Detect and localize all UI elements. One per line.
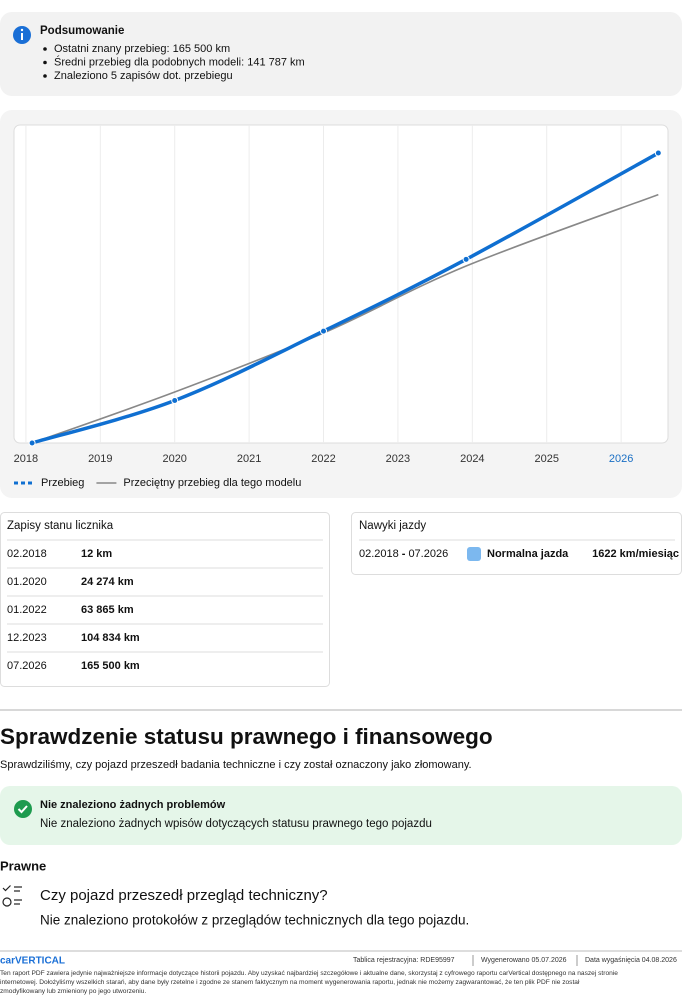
data-point (28, 439, 36, 447)
logo: carVERTICAL (0, 956, 65, 967)
habit-swatch (467, 547, 481, 561)
summary-box (0, 12, 682, 96)
data-point (462, 255, 470, 263)
odometer-card (0, 512, 330, 687)
x-tick-label: 2025 (534, 453, 558, 465)
summary-item: Ostatni znany przebieg: 165 500 km (54, 43, 230, 55)
odometer-value: 12 km (81, 548, 112, 560)
status-text: Nie znaleziono żadnych wpisów dotyczącyc… (40, 818, 432, 830)
period-end: 07.2026 (408, 548, 448, 560)
question: Czy pojazd przeszedł przegląd techniczny… (40, 887, 328, 904)
x-tick-label: 2019 (88, 453, 112, 465)
bullet (43, 74, 47, 78)
plate: Tablica rejestracyjna: RDE95997 (353, 957, 455, 964)
section-subtitle: Sprawdziliśmy, czy pojazd przeszedł bada… (0, 759, 472, 771)
odometer-value: 165 500 km (81, 660, 140, 672)
generated: Wygenerowano 05.07.2026 (481, 957, 567, 964)
answer: Nie znaleziono protokołów z przeglądów t… (40, 913, 469, 928)
data-point (654, 149, 662, 157)
data-point (320, 327, 328, 335)
odometer-date: 07.2026 (7, 660, 47, 672)
odometer-date: 12.2023 (7, 632, 47, 644)
info-icon-dot (20, 28, 24, 32)
odometer-title: Zapisy stanu licznika (7, 520, 114, 532)
status-title: Nie znaleziono żadnych problemów (40, 799, 226, 811)
odometer-value: 63 865 km (81, 604, 134, 616)
x-tick-label: 2021 (237, 453, 261, 465)
check-mark (17, 805, 28, 814)
odometer-date: 01.2022 (7, 604, 47, 616)
disclaimer: internetowej. Dołożyliśmy wszelkich star… (0, 979, 580, 986)
checklist-icon (2, 885, 22, 907)
data-point (171, 396, 179, 404)
legend-label: Przebieg (41, 477, 84, 489)
driving-title: Nawyki jazdy (359, 520, 426, 532)
period-start: 02.2018 (359, 548, 399, 560)
section-heading: Sprawdzenie statusu prawnego i finansowe… (0, 724, 493, 749)
odometer-date: 02.2018 (7, 548, 47, 560)
disclaimer: zmodyfikowany lub zmieniony po jego utwo… (0, 988, 146, 995)
habit-label: Normalna jazda (487, 548, 569, 560)
odometer-value: 104 834 km (81, 632, 140, 644)
x-tick-label: 2020 (162, 453, 186, 465)
odometer-value: 24 274 km (81, 576, 134, 588)
bullet (43, 60, 47, 65)
bullet (43, 47, 47, 51)
summary-title: Podsumowanie (40, 25, 124, 37)
x-tick-label: 2024 (460, 453, 484, 465)
odometer-date: 01.2020 (7, 576, 47, 588)
x-tick-label: 2022 (311, 453, 335, 465)
expires: Data wygaśnięcia 04.08.2026 (585, 957, 677, 964)
subsection-title: Prawne (0, 858, 46, 873)
plot-area (13, 124, 669, 444)
x-tick-label: 2023 (386, 453, 410, 465)
summary-item: Znaleziono 5 zapisów dot. przebiegu (54, 70, 233, 82)
x-tick-label: 2026 (609, 453, 633, 465)
period-separator: - (402, 548, 406, 560)
driving-card (351, 512, 682, 575)
disclaimer: Ten raport PDF zawiera jedynie najważnie… (0, 970, 618, 977)
info-icon-bar (21, 33, 23, 40)
legend-label: Przeciętny przebieg dla tego modelu (123, 477, 301, 489)
status-box (0, 786, 682, 845)
habit-value: 1622 km/miesiąc (592, 548, 679, 560)
x-tick-label: 2018 (14, 453, 38, 465)
summary-item: Średni przebieg dla podobnych modeli: 14… (54, 55, 305, 68)
